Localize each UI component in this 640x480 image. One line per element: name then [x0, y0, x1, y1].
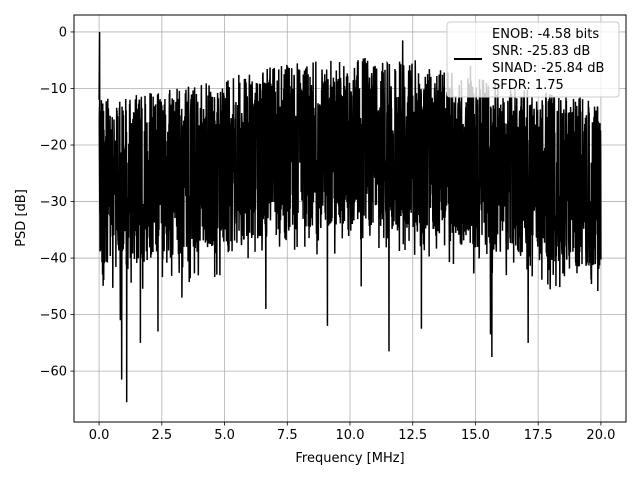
y-tick-label: −30 [40, 195, 67, 210]
y-tick-layer: 0 −10 −20 −30 −40 −50 −60 [40, 25, 74, 380]
y-tick-label: 0 [59, 25, 67, 40]
y-tick-label: −60 [40, 365, 67, 380]
x-tick-label: 12.5 [398, 428, 427, 443]
series-layer [98, 31, 602, 403]
legend: ENOB: -4.58 bits SNR: -25.83 dB SINAD: -… [446, 21, 620, 98]
x-tick-label: 2.5 [151, 428, 172, 443]
x-tick-label: 15.0 [461, 428, 490, 443]
legend-box [446, 21, 620, 98]
y-tick-label: −10 [40, 82, 67, 97]
x-tick-label: 20.0 [586, 428, 615, 443]
x-tick-layer: 0.0 2.5 5.0 7.5 10.0 12.5 15.0 17.5 20.0 [89, 422, 615, 443]
x-tick-label: 0.0 [89, 428, 110, 443]
legend-snr: SNR: -25.83 dB [492, 44, 590, 59]
y-axis-label: PSD [dB] [14, 189, 29, 247]
legend-sinad: SINAD: -25.84 dB [492, 61, 604, 76]
legend-enob: ENOB: -4.58 bits [492, 27, 599, 42]
legend-sfdr: SFDR: 1.75 [492, 78, 564, 93]
y-tick-label: −40 [40, 252, 67, 267]
plot-frame [73, 14, 627, 423]
psd-series-line [98, 31, 602, 403]
y-tick-label: −50 [40, 308, 67, 323]
x-tick-label: 10.0 [336, 428, 365, 443]
x-tick-label: 5.0 [214, 428, 235, 443]
x-tick-label: 17.5 [524, 428, 553, 443]
x-tick-label: 7.5 [277, 428, 298, 443]
y-tick-label: −20 [40, 139, 67, 154]
x-axis-label: Frequency [MHz] [295, 451, 404, 466]
